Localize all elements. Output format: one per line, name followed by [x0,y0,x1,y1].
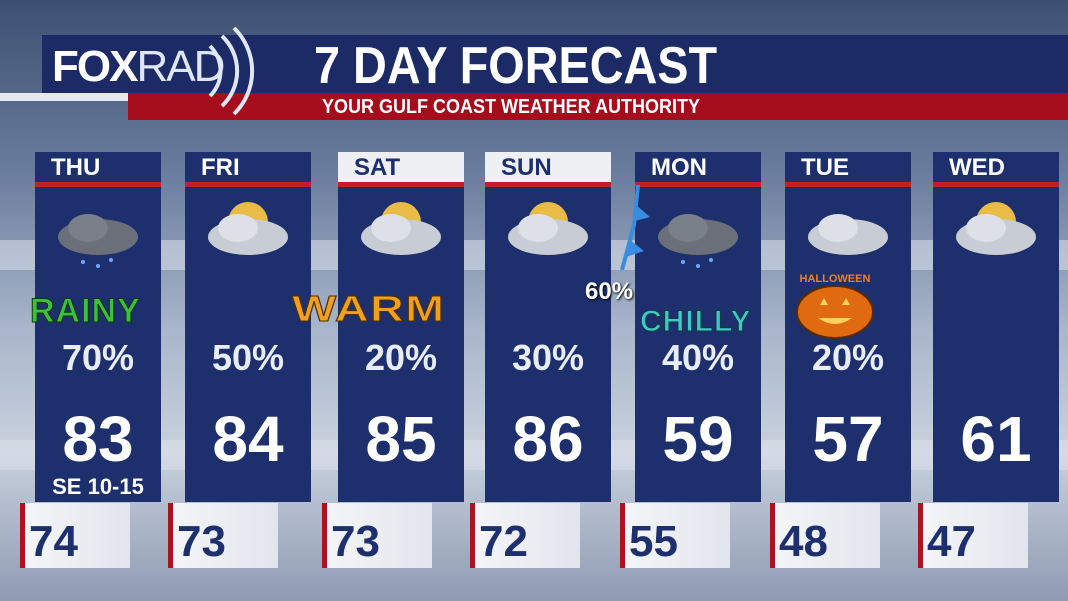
partly-sunny-storm-icon [208,202,288,255]
precip-chance: 30% [511,337,585,378]
low-temp: 73 [168,503,278,568]
low-temp: 48 [770,503,880,568]
tag-chilly: CHILLY [640,305,752,339]
precip-chance: 40% [661,337,735,378]
tag-rainy: RAINY [30,292,141,331]
precip-chance: 20% [364,337,438,378]
day-column-sun: SUN 30% 86 [485,152,611,502]
low-temp: 73 [322,503,432,568]
high-temp: 86 [512,403,584,475]
day-label: THU [35,152,161,187]
divider [0,93,128,101]
day-column-thu: THU 70% 83 SE 10-15 [35,152,161,502]
precip-chance: 70% [61,337,135,378]
rain-cloud-icon [58,214,138,268]
front-precip-label: 60% [585,278,634,305]
low-temp: 55 [620,503,730,568]
halloween-pumpkin-icon: HALLOWEEN [796,273,874,339]
tag-warm: WARM [291,288,446,330]
day-label: FRI [185,152,311,187]
partly-sunny-icon [508,202,588,255]
partly-sunny-icon [956,202,1036,255]
day-label: TUE [785,152,911,187]
precip-chance: 20% [811,337,885,378]
low-temp: 74 [20,503,130,568]
page-title: 7 DAY FORECAST [314,37,718,95]
day-column-wed: WED 61 [933,152,1059,502]
day-column-mon: MON 40% 59 [635,152,761,502]
page-subtitle: YOUR GULF COAST WEATHER AUTHORITY [322,96,700,118]
partly-sunny-icon [361,202,441,255]
header-bar [42,35,1068,93]
cloudy-icon [808,214,888,255]
low-temp: 72 [470,503,580,568]
radar-waves-icon [208,26,255,116]
high-temp: 83 [62,403,134,475]
day-column-fri: FRI 50% 84 [185,152,311,502]
high-temp: 59 [662,403,734,475]
cold-front-icon [620,185,650,271]
day-column-sat: SAT 20% 85 [338,152,464,502]
subtitle-bar [128,93,1068,120]
day-label: MON [635,152,761,187]
low-temp: 47 [918,503,1028,568]
wind: SE 10-15 [52,474,144,499]
high-temp: 84 [212,403,284,475]
high-temp: 57 [812,403,884,475]
day-label: WED [933,152,1059,187]
logo: FOXRAD [52,42,225,91]
day-label: SUN [485,152,611,187]
rain-cloud-icon [658,214,738,268]
high-temp: 61 [960,403,1032,475]
day-label: SAT [338,152,464,187]
precip-chance: 50% [211,337,285,378]
halloween-label: HALLOWEEN [800,273,871,285]
high-temp: 85 [365,403,437,475]
